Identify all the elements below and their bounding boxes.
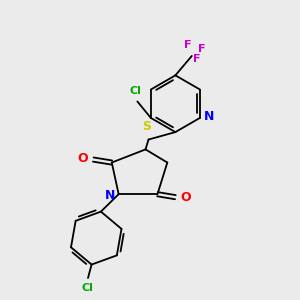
Text: F: F: [184, 40, 192, 50]
Text: Cl: Cl: [82, 284, 93, 293]
Text: S: S: [142, 120, 152, 133]
Text: N: N: [104, 189, 115, 202]
Text: Cl: Cl: [130, 86, 142, 96]
Text: O: O: [181, 191, 191, 204]
Text: F: F: [193, 54, 200, 64]
Text: N: N: [204, 110, 214, 123]
Text: O: O: [77, 152, 88, 166]
Text: F: F: [198, 44, 206, 54]
